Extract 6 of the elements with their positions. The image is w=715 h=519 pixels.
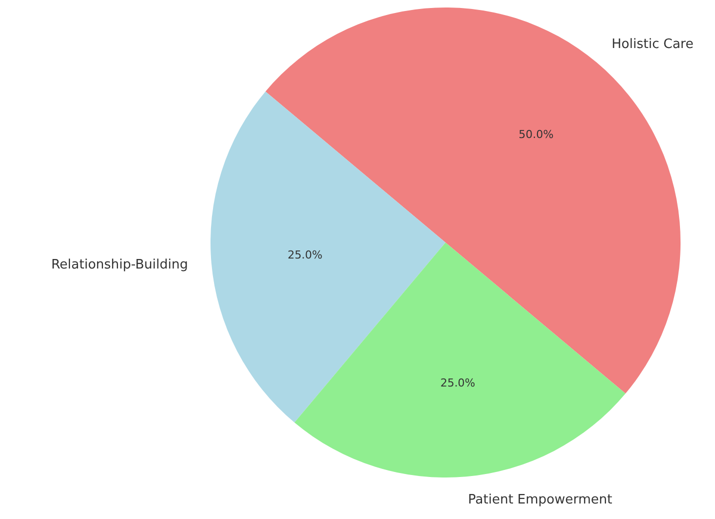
data-label: 50.0% xyxy=(518,128,554,141)
slice-label: Patient Empowerment xyxy=(468,492,612,508)
data-label: 25.0% xyxy=(288,248,323,262)
slice-label: Holistic Care xyxy=(612,36,694,52)
slice-label: Relationship-Building xyxy=(51,258,188,273)
data-label: 25.0% xyxy=(440,376,476,390)
